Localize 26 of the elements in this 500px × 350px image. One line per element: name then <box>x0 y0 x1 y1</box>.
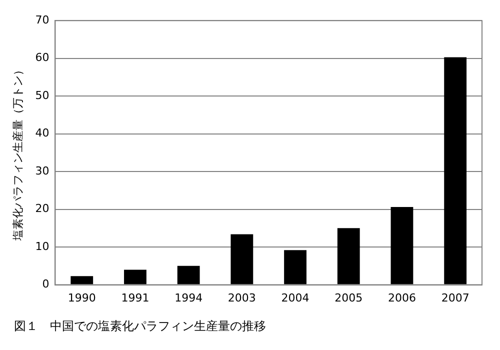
y-tick-label: 70 <box>35 13 50 26</box>
x-tick-label: 2004 <box>281 291 310 304</box>
bar <box>284 250 306 284</box>
x-tick-label: 2007 <box>441 291 470 304</box>
bar <box>230 234 254 284</box>
y-tick-label: 50 <box>35 88 50 102</box>
x-tick-label: 2006 <box>388 291 416 304</box>
x-tick-label: 2003 <box>228 291 256 304</box>
y-axis-title: 塩素化パラフィン生産量（万トン） <box>11 64 24 242</box>
y-tick-label: 40 <box>35 126 50 140</box>
bar <box>70 276 94 284</box>
y-tick-label: 0 <box>42 278 50 291</box>
x-tick-label: 1994 <box>174 291 203 304</box>
y-tick-label: 30 <box>35 164 50 178</box>
bar <box>444 57 467 284</box>
bar <box>390 207 414 284</box>
caption: 図１ 中国での塩素化パラフィン生産量の推移 <box>14 318 267 335</box>
y-tick-label: 10 <box>35 240 50 253</box>
bar <box>177 266 200 284</box>
x-tick-label: 1990 <box>68 291 96 304</box>
bar <box>124 270 146 284</box>
x-tick-label: 1991 <box>121 291 150 304</box>
y-tick-label: 60 <box>35 51 50 64</box>
bar <box>337 228 360 284</box>
x-tick-label: 2005 <box>334 291 363 304</box>
y-tick-label: 20 <box>35 202 50 216</box>
